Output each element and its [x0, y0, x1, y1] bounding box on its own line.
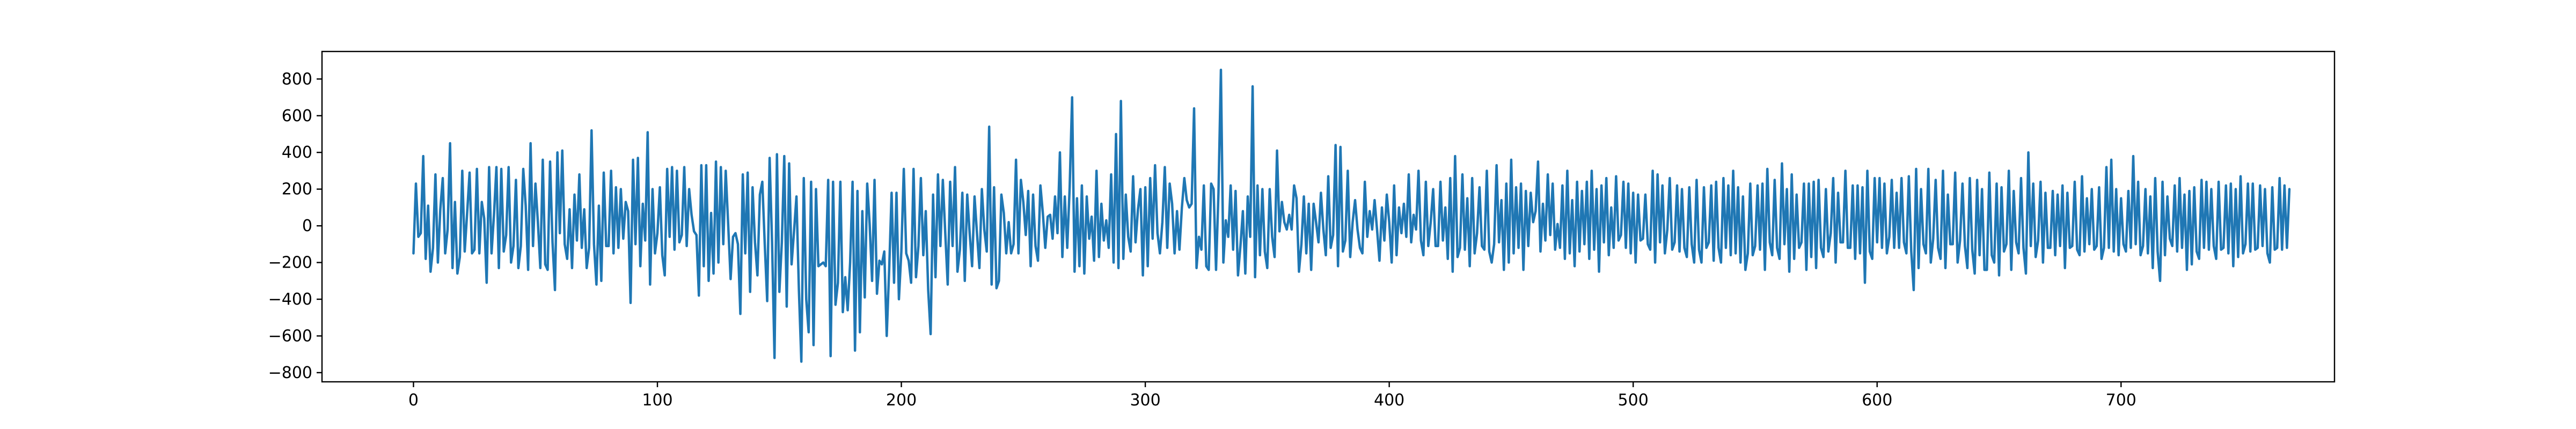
y-tick-label: 400 — [282, 143, 312, 162]
x-tick-label: 400 — [1374, 391, 1404, 410]
x-tick-label: 700 — [2106, 391, 2136, 410]
x-tick-label: 300 — [1130, 391, 1160, 410]
y-tick-label: 0 — [302, 217, 312, 235]
x-tick-label: 0 — [408, 391, 419, 410]
x-tick-label: 500 — [1618, 391, 1649, 410]
y-tick-label: −800 — [268, 364, 312, 382]
y-tick-label: 800 — [282, 70, 312, 88]
x-tick-label: 100 — [642, 391, 672, 410]
y-tick-label: −200 — [268, 254, 312, 272]
y-tick-label: −400 — [268, 290, 312, 309]
y-tick-label: 200 — [282, 180, 312, 199]
plot-frame — [321, 50, 2336, 383]
x-tick-label: 200 — [886, 391, 917, 410]
x-axis: 0 100 200 300 400 500 600 700 — [408, 382, 2136, 410]
series-line — [412, 68, 2291, 363]
x-tick-label: 600 — [1862, 391, 1892, 410]
plot-area — [412, 68, 2291, 363]
y-tick-label: −600 — [268, 327, 312, 345]
y-tick-label: 600 — [282, 107, 312, 125]
y-axis: −800 −600 −400 −200 0 200 400 600 800 — [268, 70, 322, 382]
